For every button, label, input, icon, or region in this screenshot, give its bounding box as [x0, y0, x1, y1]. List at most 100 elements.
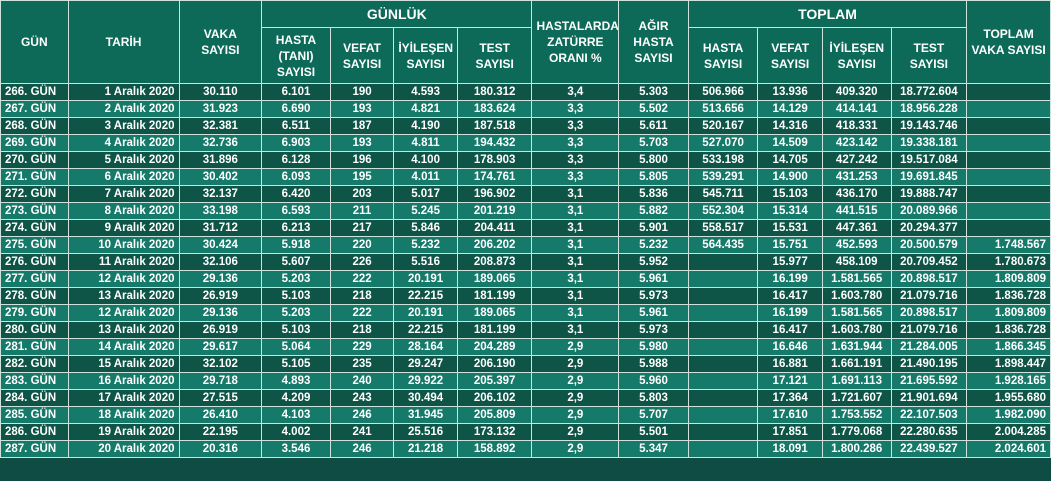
cell-test: 204.289 [456, 338, 533, 356]
cell-toplam-vefat: 17.851 [757, 423, 823, 441]
cell-toplam-test: 19.143.746 [890, 117, 968, 135]
cell-toplam-test: 19.338.181 [890, 134, 968, 152]
table-row: 269. GÜN 4 Aralık 2020 32.736 6.903 193 4.811… [0, 134, 1051, 152]
table-row: 271. GÜN 6 Aralık 2020 30.402 6.093 195 4.011… [0, 168, 1051, 186]
cell-vefat: 211 [329, 202, 395, 220]
cell-tarih: 13 Aralık 2020 [67, 287, 180, 305]
cell-gun: 280. GÜN [0, 321, 69, 339]
cell-test: 194.432 [456, 134, 533, 152]
cell-toplam-hasta [687, 423, 759, 441]
cell-zaturre: 2,9 [531, 406, 620, 424]
cell-toplam-iyilesen: 1.581.565 [821, 304, 892, 322]
header-vefat: VEFAT SAYISI [329, 27, 395, 84]
cell-test: 180.312 [456, 83, 533, 101]
cell-iyilesen: 4.593 [393, 83, 458, 101]
cell-agir-hasta: 5.952 [618, 253, 689, 271]
cell-agir-hasta: 5.961 [618, 270, 689, 288]
cell-vefat: 195 [329, 168, 395, 186]
cell-toplam-vaka: 1.836.728 [966, 321, 1051, 339]
cell-toplam-test: 20.294.377 [890, 219, 968, 237]
cell-toplam-vaka [966, 134, 1051, 152]
cell-iyilesen: 4.811 [393, 134, 458, 152]
cell-iyilesen: 4.821 [393, 100, 458, 118]
cell-toplam-vefat: 14.900 [757, 168, 823, 186]
cell-toplam-hasta [687, 372, 759, 390]
cell-vaka: 29.136 [178, 270, 263, 288]
cell-agir-hasta: 5.703 [618, 134, 689, 152]
cell-toplam-hasta: 506.966 [687, 83, 759, 101]
cell-toplam-test: 21.079.716 [890, 287, 968, 305]
cell-toplam-test: 18.956.228 [890, 100, 968, 118]
table-row: 277. GÜN 12 Aralık 2020 29.136 5.203 222 20.1… [0, 270, 1051, 288]
header-gun: GÜN [0, 0, 69, 84]
cell-gun: 270. GÜN [0, 151, 69, 169]
cell-toplam-vefat: 18.091 [757, 440, 823, 458]
cell-toplam-vefat: 16.417 [757, 321, 823, 339]
table-row: 278. GÜN 13 Aralık 2020 26.919 5.103 218 22.2… [0, 287, 1051, 305]
cell-toplam-vaka: 2.004.285 [966, 423, 1051, 441]
cell-toplam-iyilesen: 436.170 [821, 185, 892, 203]
cell-gun: 272. GÜN [0, 185, 69, 203]
header-hasta-tani: HASTA (TANI) SAYISI [261, 27, 331, 84]
cell-agir-hasta: 5.611 [618, 117, 689, 135]
table-row: 283. GÜN 16 Aralık 2020 29.718 4.893 240 29.9… [0, 372, 1051, 390]
cell-gun: 271. GÜN [0, 168, 69, 186]
cell-vaka: 30.110 [178, 83, 263, 101]
cell-hasta-tani: 6.903 [261, 134, 331, 152]
cell-toplam-vefat: 15.977 [757, 253, 823, 271]
cell-zaturre: 2,9 [531, 423, 620, 441]
cell-toplam-iyilesen: 1.603.780 [821, 321, 892, 339]
cell-tarih: 7 Aralık 2020 [67, 185, 180, 203]
cell-toplam-vefat: 17.121 [757, 372, 823, 390]
cell-toplam-vaka [966, 83, 1051, 101]
cell-vefat: 203 [329, 185, 395, 203]
cell-zaturre: 3,3 [531, 168, 620, 186]
cell-tarih: 5 Aralık 2020 [67, 151, 180, 169]
header-toplam-test: TEST SAYISI [890, 27, 968, 84]
header-tarih: TARİH [67, 0, 180, 84]
cell-hasta-tani: 3.546 [261, 440, 331, 458]
cell-toplam-test: 20.898.517 [890, 304, 968, 322]
header-toplam-hasta: HASTA SAYISI [687, 27, 759, 84]
cell-toplam-vefat: 14.705 [757, 151, 823, 169]
cell-agir-hasta: 5.988 [618, 355, 689, 373]
header-test: TEST SAYISI [456, 27, 533, 84]
table-body: 266. GÜN 1 Aralık 2020 30.110 6.101 190 4.593… [0, 83, 1051, 458]
cell-toplam-iyilesen: 414.141 [821, 100, 892, 118]
table-row: 286. GÜN 19 Aralık 2020 22.195 4.002 241 25.5… [0, 423, 1051, 441]
header-agir-hasta: AĞIR HASTA SAYISI [618, 0, 689, 84]
table-row: 273. GÜN 8 Aralık 2020 33.198 6.593 211 5.245… [0, 202, 1051, 220]
cell-toplam-test: 19.888.747 [890, 185, 968, 203]
cell-toplam-vefat: 15.103 [757, 185, 823, 203]
cell-test: 187.518 [456, 117, 533, 135]
cell-zaturre: 3,1 [531, 270, 620, 288]
cell-vaka: 32.102 [178, 355, 263, 373]
cell-tarih: 19 Aralık 2020 [67, 423, 180, 441]
cell-hasta-tani: 4.103 [261, 406, 331, 424]
cell-iyilesen: 22.215 [393, 321, 458, 339]
cell-iyilesen: 5.516 [393, 253, 458, 271]
cell-hasta-tani: 5.203 [261, 270, 331, 288]
cell-toplam-vaka: 2.024.601 [966, 440, 1051, 458]
cell-toplam-hasta: 564.435 [687, 236, 759, 254]
cell-toplam-iyilesen: 1.753.552 [821, 406, 892, 424]
cell-zaturre: 3,1 [531, 202, 620, 220]
cell-tarih: 1 Aralık 2020 [67, 83, 180, 101]
cell-toplam-iyilesen: 447.361 [821, 219, 892, 237]
cell-zaturre: 3,1 [531, 236, 620, 254]
cell-gun: 282. GÜN [0, 355, 69, 373]
cell-vefat: 193 [329, 100, 395, 118]
cell-vaka: 30.402 [178, 168, 263, 186]
cell-toplam-vaka [966, 100, 1051, 118]
cell-iyilesen: 20.191 [393, 304, 458, 322]
cell-zaturre: 3,3 [531, 134, 620, 152]
cell-toplam-iyilesen: 1.800.286 [821, 440, 892, 458]
table-row: 266. GÜN 1 Aralık 2020 30.110 6.101 190 4.593… [0, 83, 1051, 101]
cell-toplam-iyilesen: 441.515 [821, 202, 892, 220]
cell-toplam-hasta [687, 304, 759, 322]
cell-toplam-vefat: 16.199 [757, 270, 823, 288]
cell-iyilesen: 29.922 [393, 372, 458, 390]
cell-vaka: 30.424 [178, 236, 263, 254]
cell-gun: 268. GÜN [0, 117, 69, 135]
table-row: 282. GÜN 15 Aralık 2020 32.102 5.105 235 29.2… [0, 355, 1051, 373]
